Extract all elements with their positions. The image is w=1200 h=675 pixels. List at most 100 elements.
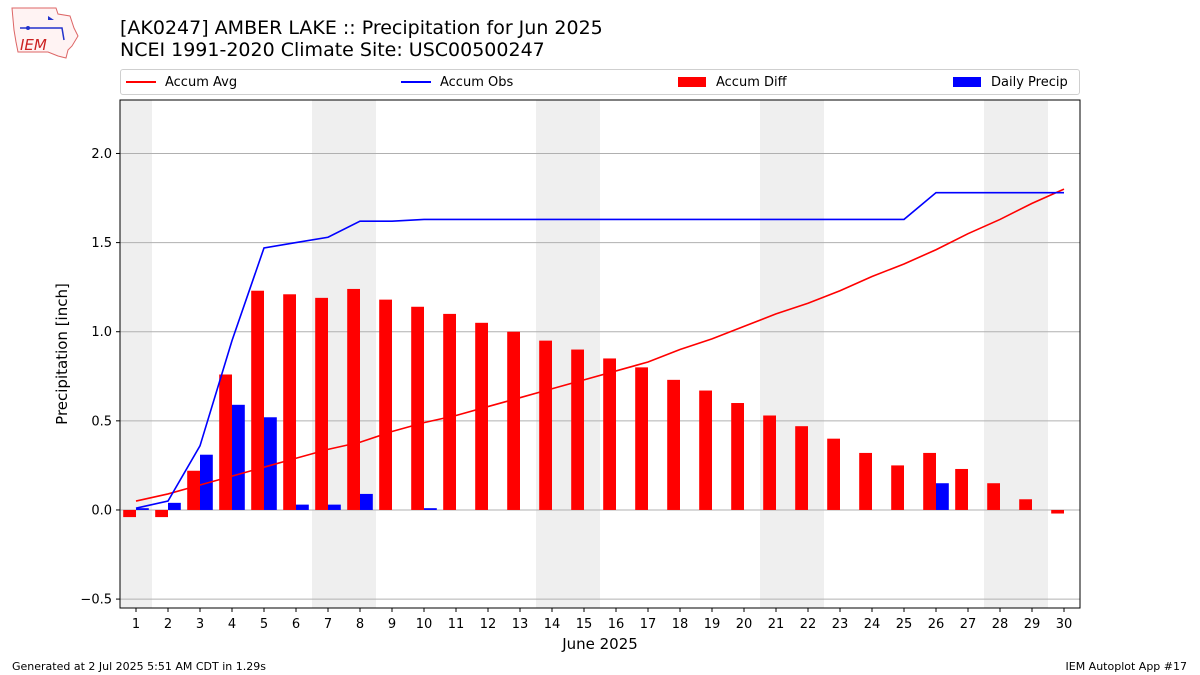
x-tick-label: 24 (864, 617, 881, 632)
legend-label-accum-avg: Accum Avg (165, 74, 238, 90)
weekend-band (984, 100, 1016, 608)
y-tick-label: 0.0 (91, 503, 112, 518)
footer-app: IEM Autoplot App #17 (1065, 660, 1188, 673)
footer-generated: Generated at 2 Jul 2025 5:51 AM CDT in 1… (12, 660, 266, 673)
x-tick-label: 13 (512, 617, 529, 632)
daily-precip-bar (360, 493, 373, 510)
accum-diff-bar (219, 374, 232, 510)
x-tick-label: 30 (1056, 617, 1073, 632)
accum-diff-bar (827, 438, 840, 510)
accum-diff-bar (251, 290, 264, 510)
x-tick-label: 18 (672, 617, 689, 632)
legend-swatch-daily-precip (953, 77, 981, 87)
weekend-band (760, 100, 792, 608)
x-tick-label: 1 (132, 617, 140, 632)
accum-obs-line (135, 191, 1064, 509)
x-tick-label: 9 (388, 617, 396, 632)
x-tick-label: 6 (292, 617, 300, 632)
accum-diff-bar (283, 294, 296, 510)
x-tick-label: 8 (356, 617, 364, 632)
accum-diff-bar (603, 358, 616, 510)
legend: Accum Avg Accum Obs Accum Diff Daily Pre… (120, 69, 1080, 95)
accum-diff-bar (667, 379, 680, 510)
legend-label-accum-obs: Accum Obs (440, 74, 514, 90)
daily-precip-bar (136, 508, 149, 510)
x-tick-label: 22 (800, 617, 817, 632)
x-tick-label: 27 (960, 617, 977, 632)
accum-diff-bar (507, 331, 520, 510)
legend-item-accum-obs: Accum Obs (401, 70, 513, 94)
x-tick-label: 25 (896, 617, 913, 632)
x-tick-label: 14 (544, 617, 561, 632)
x-tick-label: 16 (608, 617, 625, 632)
y-tick-label: 0.5 (91, 414, 112, 429)
x-tick-label: 5 (260, 617, 268, 632)
accum-diff-bar (955, 468, 968, 510)
weekend-band (1016, 100, 1048, 608)
lines (135, 188, 1065, 509)
x-tick-label: 20 (736, 617, 753, 632)
x-tick-label: 28 (992, 617, 1009, 632)
x-tick-label: 15 (576, 617, 593, 632)
legend-item-daily-precip: Daily Precip (953, 70, 1068, 94)
accum-diff-bar (1051, 509, 1064, 514)
legend-label-daily-precip: Daily Precip (991, 74, 1068, 90)
x-tick-label: 3 (196, 617, 204, 632)
accum-diff-bar (571, 349, 584, 510)
x-tick-label: 17 (640, 617, 657, 632)
daily-precip-bar (168, 502, 181, 510)
daily-precip-bar (232, 404, 245, 510)
legend-item-accum-avg: Accum Avg (126, 70, 237, 94)
x-axis-label: June 2025 (561, 635, 638, 653)
accum-diff-bar (187, 470, 200, 510)
accum-diff-bar (699, 390, 712, 510)
accum-diff-bar (155, 509, 168, 518)
accum-diff-bar (539, 340, 552, 510)
daily-precip-bar (936, 483, 949, 510)
accum-diff-bar (123, 509, 136, 518)
accum-diff-bar (795, 426, 808, 510)
chart-title: [AK0247] AMBER LAKE :: Precipitation for… (120, 17, 603, 39)
y-tick-label: 1.0 (91, 325, 112, 340)
weekend-band (792, 100, 824, 608)
legend-swatch-accum-avg (126, 81, 156, 83)
x-tick-label: 26 (928, 617, 945, 632)
axes: −0.50.00.51.01.52.01 2 3 4 5 6 7 8 9 10 11 12 13 14 15… (80, 99, 1081, 632)
accum-diff-bar (379, 299, 392, 510)
y-tick-label: −0.5 (80, 593, 112, 608)
accum-avg-line (135, 188, 1065, 502)
accum-diff-bar (475, 322, 488, 510)
x-tick-label: 12 (480, 617, 497, 632)
accum-diff-bar (1019, 499, 1032, 510)
legend-swatch-accum-diff (678, 77, 706, 87)
accum-diff-bar (891, 465, 904, 510)
accum-diff-bar (859, 452, 872, 510)
daily-precip-bar (424, 508, 437, 510)
x-tick-label: 23 (832, 617, 849, 632)
x-tick-label: 10 (416, 617, 433, 632)
x-tick-label: 29 (1024, 617, 1041, 632)
accum-diff-bar (315, 297, 328, 510)
gridlines (120, 152, 1080, 600)
logo-text: IEM (20, 36, 47, 54)
legend-item-accum-diff: Accum Diff (678, 70, 787, 94)
accum-diff-bar (443, 313, 456, 510)
daily-precip-bar (328, 504, 341, 510)
daily-precip-bar (296, 504, 309, 510)
legend-swatch-accum-obs (401, 81, 431, 83)
x-tick-label: 2 (164, 617, 172, 632)
iem-logo: IEM (11, 7, 79, 59)
accum-diff-bar (731, 403, 744, 510)
x-tick-label: 7 (324, 617, 332, 632)
accum-diff-bar (347, 288, 360, 510)
x-tick-label: 21 (768, 617, 785, 632)
bars (123, 288, 1064, 518)
x-tick-label: 19 (704, 617, 721, 632)
weekend-band (120, 100, 152, 608)
accum-diff-bar (763, 415, 776, 510)
y-tick-label: 1.5 (91, 236, 112, 251)
x-tick-label: 11 (448, 617, 465, 632)
accum-diff-bar (987, 483, 1000, 510)
daily-precip-bar (264, 417, 277, 510)
